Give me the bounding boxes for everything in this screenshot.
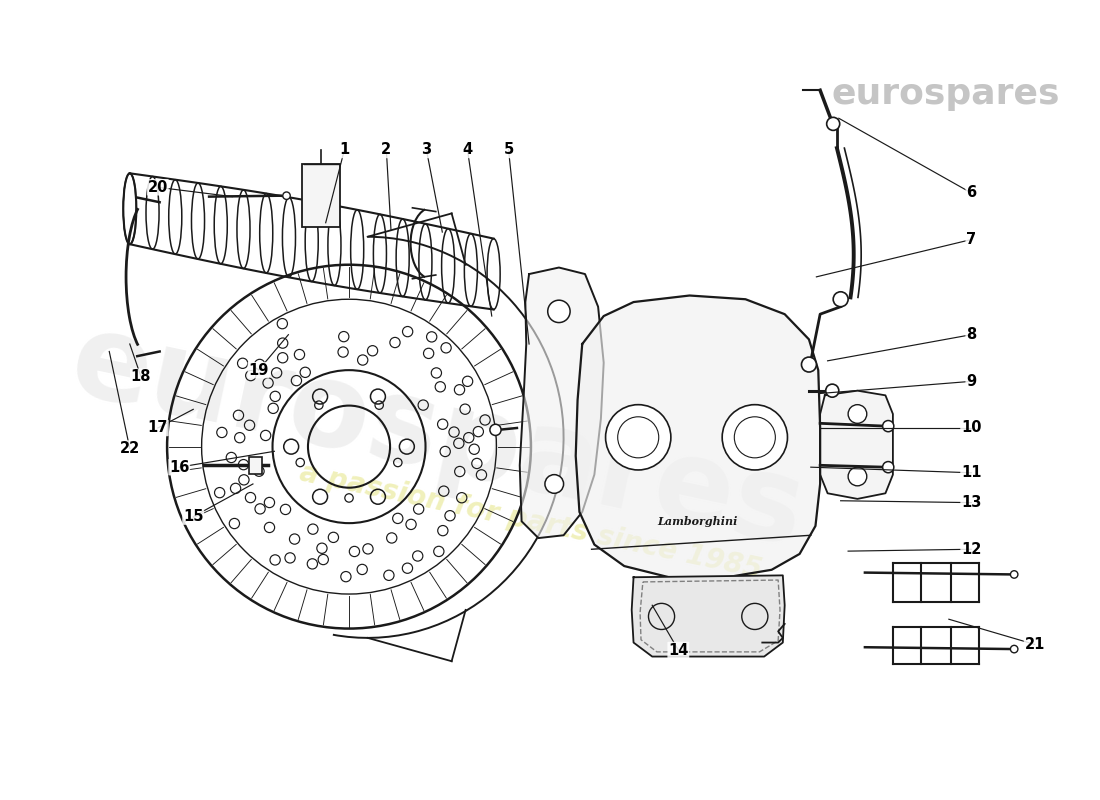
Text: 9: 9 bbox=[966, 374, 977, 389]
Circle shape bbox=[802, 357, 816, 372]
Circle shape bbox=[548, 300, 570, 322]
Text: eurospares: eurospares bbox=[832, 77, 1060, 111]
Text: 13: 13 bbox=[961, 495, 981, 510]
Polygon shape bbox=[519, 267, 604, 538]
Text: 22: 22 bbox=[120, 441, 140, 456]
Polygon shape bbox=[631, 575, 784, 657]
Text: 20: 20 bbox=[147, 180, 168, 194]
Circle shape bbox=[606, 405, 671, 470]
Circle shape bbox=[723, 405, 788, 470]
Text: 1: 1 bbox=[339, 142, 350, 158]
Text: 21: 21 bbox=[1024, 637, 1045, 652]
Circle shape bbox=[1011, 570, 1018, 578]
Text: 5: 5 bbox=[504, 142, 514, 158]
Circle shape bbox=[848, 405, 867, 423]
Text: Lamborghini: Lamborghini bbox=[657, 516, 737, 526]
Circle shape bbox=[833, 292, 848, 306]
Text: 8: 8 bbox=[966, 327, 977, 342]
Text: 7: 7 bbox=[966, 232, 977, 247]
Circle shape bbox=[827, 118, 839, 130]
Circle shape bbox=[1011, 646, 1018, 653]
Text: 6: 6 bbox=[966, 186, 977, 200]
Text: 14: 14 bbox=[668, 642, 689, 658]
Text: 2: 2 bbox=[382, 142, 392, 158]
Text: 11: 11 bbox=[961, 466, 981, 480]
Text: 17: 17 bbox=[147, 421, 168, 435]
Text: 10: 10 bbox=[961, 421, 981, 435]
Circle shape bbox=[826, 384, 839, 398]
Polygon shape bbox=[821, 390, 893, 499]
Circle shape bbox=[490, 424, 502, 435]
Bar bbox=[302, 164, 340, 227]
Text: a passion for parts since 1985: a passion for parts since 1985 bbox=[297, 458, 764, 584]
Text: 16: 16 bbox=[169, 460, 189, 474]
Text: 3: 3 bbox=[421, 142, 431, 158]
Text: eurospares: eurospares bbox=[60, 303, 814, 571]
Text: 15: 15 bbox=[183, 509, 204, 524]
Circle shape bbox=[283, 192, 290, 199]
Bar bbox=[250, 457, 262, 474]
Circle shape bbox=[882, 421, 894, 432]
Circle shape bbox=[848, 467, 867, 486]
Circle shape bbox=[544, 474, 563, 494]
Text: 12: 12 bbox=[961, 542, 981, 557]
Text: 4: 4 bbox=[462, 142, 473, 158]
Text: 19: 19 bbox=[249, 362, 268, 378]
Circle shape bbox=[882, 462, 894, 473]
Text: 18: 18 bbox=[131, 369, 151, 384]
Polygon shape bbox=[575, 295, 821, 578]
